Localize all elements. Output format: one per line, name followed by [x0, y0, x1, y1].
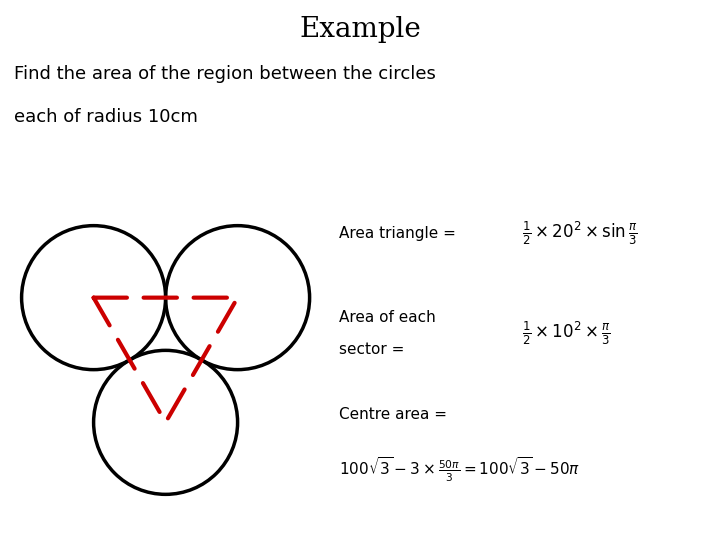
Text: each of radius 10cm: each of radius 10cm [14, 108, 198, 126]
Text: Centre area =: Centre area = [339, 407, 447, 422]
Text: Area of each: Area of each [339, 310, 436, 325]
Text: Area triangle =: Area triangle = [339, 226, 456, 241]
Text: $\frac{1}{2}\times 10^2 \times \frac{\pi}{3}$: $\frac{1}{2}\times 10^2 \times \frac{\pi… [522, 320, 611, 347]
Text: Find the area of the region between the circles: Find the area of the region between the … [14, 65, 436, 83]
Text: sector =: sector = [339, 342, 404, 357]
Text: $\frac{1}{2}\times 20^2 \times \sin\frac{\pi}{3}$: $\frac{1}{2}\times 20^2 \times \sin\frac… [522, 220, 637, 247]
Text: $100\sqrt{3}-3\times\frac{50\pi}{3}=100\sqrt{3}-50\pi$: $100\sqrt{3}-3\times\frac{50\pi}{3}=100\… [339, 456, 580, 484]
Text: Example: Example [299, 16, 421, 43]
